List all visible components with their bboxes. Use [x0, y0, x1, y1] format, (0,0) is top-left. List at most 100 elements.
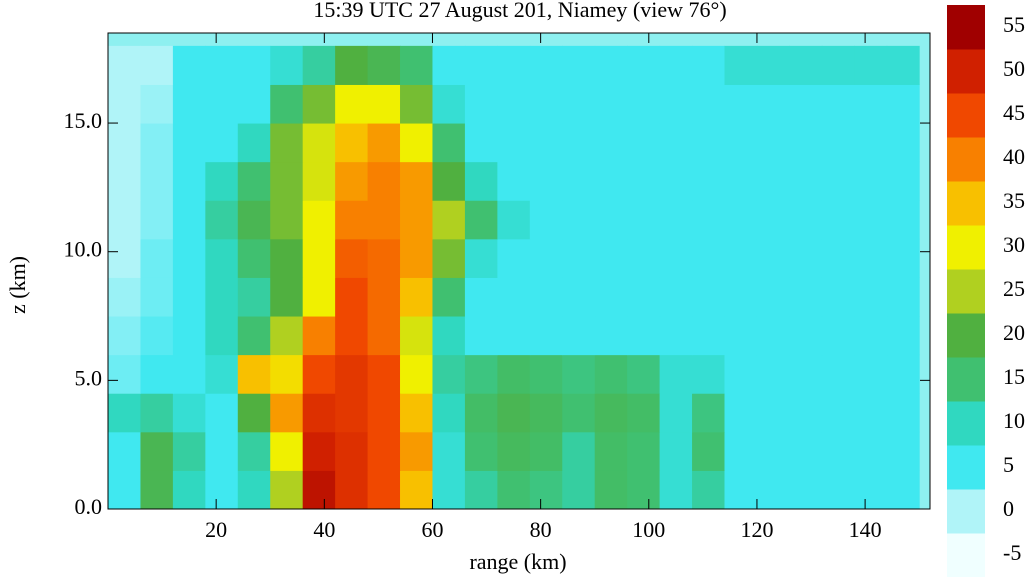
heat-cell	[497, 431, 531, 471]
colorbar-label: 15	[1003, 364, 1025, 389]
heat-cell	[724, 45, 758, 85]
heat-cell	[367, 161, 401, 201]
heat-cell	[692, 84, 725, 124]
heat-cell	[367, 316, 401, 356]
heat-cell	[789, 161, 823, 201]
heat-cell	[562, 470, 596, 510]
heat-cell	[108, 84, 141, 124]
heat-cell	[497, 238, 531, 278]
heat-cell	[335, 45, 369, 85]
heat-cell	[302, 354, 336, 394]
heat-cell	[562, 84, 596, 124]
heat-cell	[724, 238, 758, 278]
heat-cell	[821, 84, 855, 124]
heat-cell	[594, 431, 628, 471]
heat-cell	[854, 200, 888, 240]
heat-cell	[108, 354, 141, 394]
heat-cell	[400, 161, 433, 201]
heat-cell	[854, 84, 888, 124]
heatmap-cells	[108, 45, 920, 510]
heat-cell	[789, 393, 823, 433]
heat-cell	[237, 45, 271, 85]
heat-cell	[854, 238, 888, 278]
heat-cell	[172, 161, 206, 201]
heat-cell	[659, 123, 693, 163]
heat-cell	[237, 316, 271, 356]
heat-cell	[497, 393, 531, 433]
heat-cell	[659, 393, 693, 433]
heat-cell	[886, 277, 920, 317]
heat-cell	[821, 393, 855, 433]
heat-cell	[594, 161, 628, 201]
heat-cell	[789, 470, 823, 510]
heat-cell	[432, 238, 466, 278]
heat-cell	[886, 393, 920, 433]
heat-cell	[172, 238, 206, 278]
heat-cell	[692, 431, 725, 471]
heat-cell	[237, 238, 271, 278]
heat-cell	[756, 84, 790, 124]
heat-cell	[789, 431, 823, 471]
y-tick-label: 15.0	[64, 108, 103, 133]
heat-cell	[400, 84, 433, 124]
heat-cell	[108, 123, 141, 163]
heat-cell	[432, 84, 466, 124]
heat-cell	[140, 84, 174, 124]
heat-cell	[789, 277, 823, 317]
heat-cell	[529, 200, 563, 240]
heat-cell	[270, 200, 304, 240]
colorbar-label: 40	[1003, 144, 1025, 169]
heat-cell	[627, 45, 661, 85]
colorbar-label: 35	[1003, 188, 1025, 213]
heat-cell	[205, 470, 239, 510]
heat-cell	[140, 277, 174, 317]
heat-cell	[367, 123, 401, 163]
heat-cell	[756, 161, 790, 201]
y-axis-label: z (km)	[5, 256, 30, 314]
heat-cell	[529, 238, 563, 278]
heat-cell	[400, 200, 433, 240]
heat-cell	[237, 200, 271, 240]
heat-cell	[335, 316, 369, 356]
x-tick-label: 100	[632, 517, 665, 542]
heat-cell	[692, 393, 725, 433]
chart-title: 15:39 UTC 27 August 201, Niamey (view 76…	[313, 0, 726, 22]
colorbar-segment	[947, 313, 985, 358]
heat-cell	[367, 84, 401, 124]
heat-cell	[594, 354, 628, 394]
colorbar-segment	[947, 445, 985, 490]
heat-cell	[140, 45, 174, 85]
heat-cell	[659, 316, 693, 356]
heat-cell	[367, 393, 401, 433]
heat-cell	[108, 161, 141, 201]
heat-cell	[108, 45, 141, 85]
heat-cell	[237, 431, 271, 471]
heat-cell	[562, 277, 596, 317]
heat-cell	[692, 354, 725, 394]
heat-cell	[756, 431, 790, 471]
heat-cell	[854, 161, 888, 201]
heat-cell	[562, 431, 596, 471]
heat-cell	[335, 123, 369, 163]
heat-cell	[562, 316, 596, 356]
colorbar-segment	[947, 401, 985, 446]
heat-cell	[237, 393, 271, 433]
heat-cell	[270, 431, 304, 471]
heat-cell	[367, 200, 401, 240]
heat-cell	[335, 238, 369, 278]
heat-cell	[140, 393, 174, 433]
heat-cell	[821, 238, 855, 278]
heat-cell	[237, 123, 271, 163]
heat-cell	[627, 431, 661, 471]
heat-cell	[627, 316, 661, 356]
heat-cell	[400, 45, 433, 85]
colorbar-segment	[947, 269, 985, 314]
heat-cell	[432, 354, 466, 394]
heat-cell	[854, 316, 888, 356]
colorbar-label: 45	[1003, 100, 1025, 125]
heat-cell	[270, 45, 304, 85]
heat-cell	[594, 84, 628, 124]
heat-cell	[335, 200, 369, 240]
heat-cell	[659, 354, 693, 394]
x-tick-label: 140	[849, 517, 882, 542]
